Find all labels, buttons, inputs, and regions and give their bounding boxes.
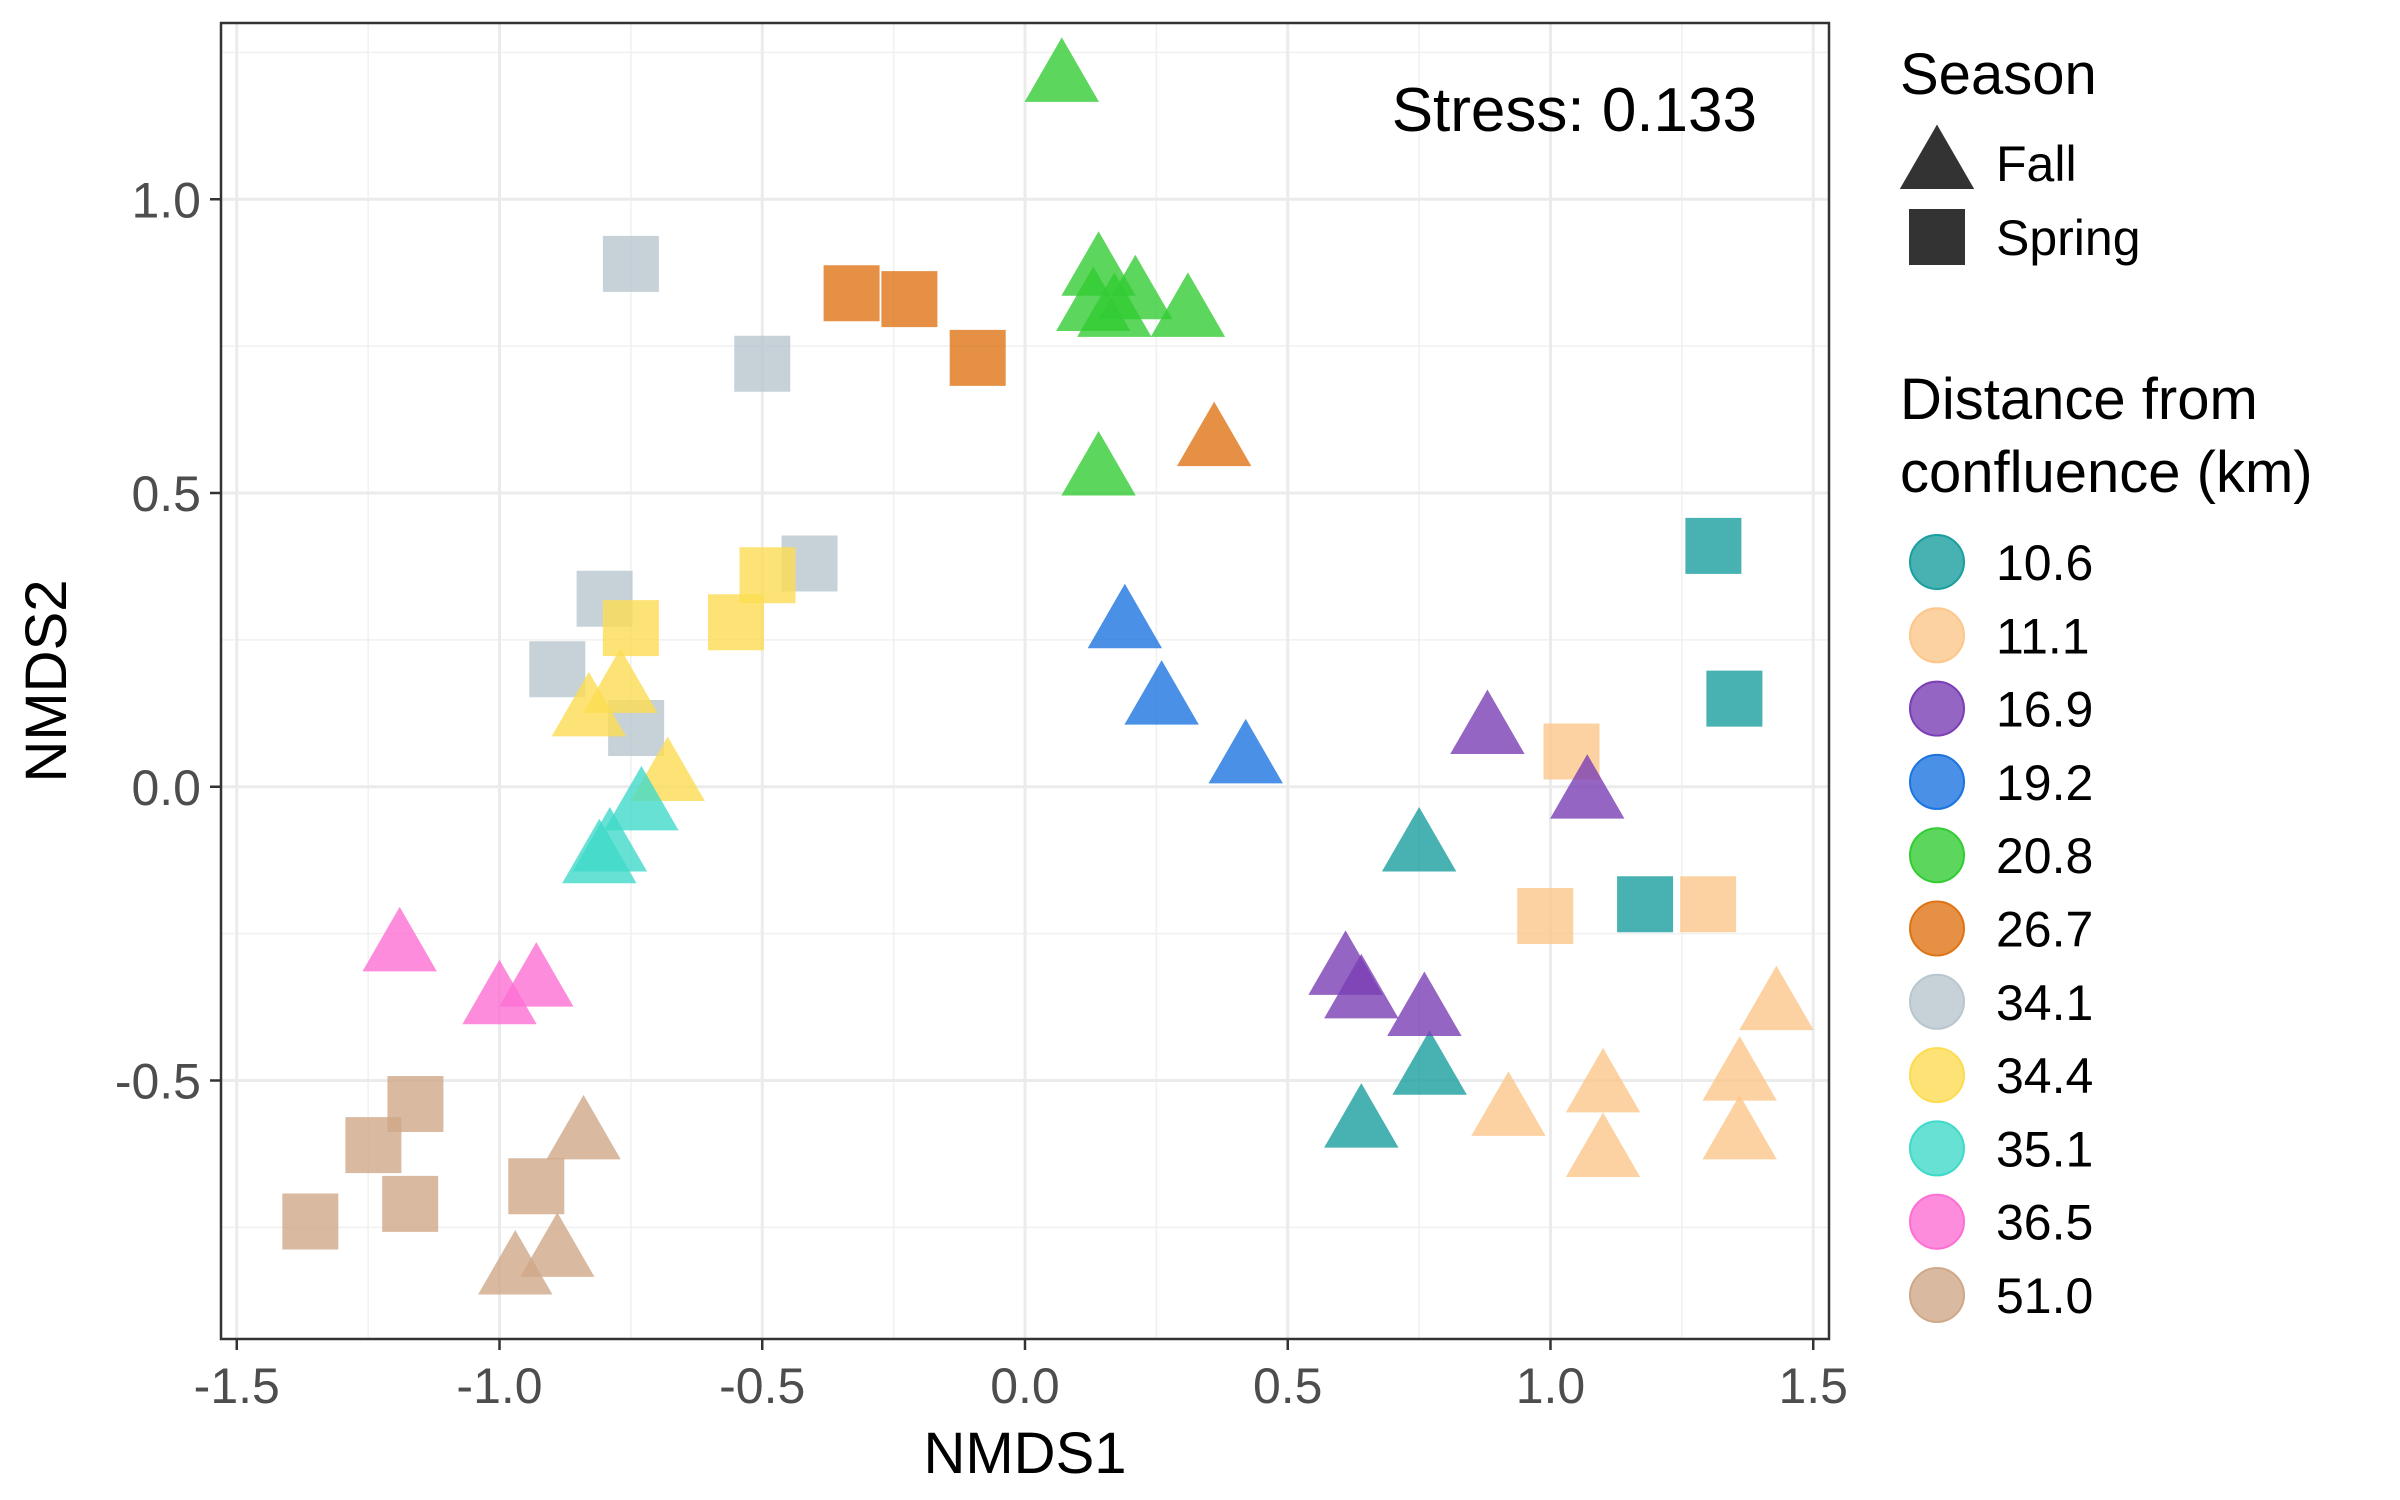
x-tick-label: 0.0 [990, 1358, 1060, 1414]
point-fall-10.6 [1381, 807, 1457, 872]
point-spring-26.7 [823, 265, 880, 322]
x-tick-label: 1.5 [1778, 1358, 1848, 1414]
point-spring-26.7 [881, 271, 938, 328]
point-spring-34.4 [707, 594, 764, 651]
point-fall-36.5 [462, 959, 537, 1025]
distance-legend-label: 10.6 [1996, 535, 2093, 591]
legend-color-key [1909, 534, 1965, 590]
season-legend: Season Fall Spring [1899, 42, 2141, 266]
point-fall-16.9 [1324, 953, 1399, 1019]
point-fall-51.0 [520, 1212, 595, 1277]
distance-legend-label: 34.1 [1996, 975, 2093, 1031]
y-tick-label: 0.5 [131, 466, 201, 522]
x-tick-label: -0.5 [719, 1358, 805, 1414]
point-spring-11.1 [1680, 876, 1737, 933]
legend-color-key [1909, 1120, 1965, 1177]
point-spring-34.4 [739, 547, 796, 604]
point-fall-20.8 [1024, 37, 1099, 102]
point-fall-20.8 [1150, 272, 1226, 337]
point-fall-11.1 [1702, 1094, 1777, 1160]
distance-legend-title: confluence (km) [1900, 440, 2313, 505]
point-fall-51.0 [546, 1094, 621, 1160]
x-axis-ticks: -1.5 -1.0 -0.5 0.0 0.5 1.0 1.5 [194, 1339, 1848, 1414]
distance-legend-title: Distance from [1900, 367, 2258, 432]
point-fall-16.9 [1387, 971, 1462, 1037]
point-fall-10.6 [1324, 1083, 1399, 1148]
point-spring-34.1 [529, 641, 586, 698]
legend-color-key [1909, 680, 1965, 737]
point-fall-16.9 [1550, 754, 1625, 819]
distance-legend-label: 26.7 [1996, 902, 2093, 958]
y-tick-label: 1.0 [131, 172, 201, 228]
point-spring-51.0 [508, 1158, 565, 1215]
point-spring-51.0 [345, 1117, 402, 1174]
point-fall-34.4 [551, 671, 627, 737]
point-fall-11.1 [1565, 1047, 1641, 1113]
distance-legend-label: 36.5 [1996, 1195, 2093, 1251]
data-points [282, 37, 1814, 1295]
y-axis-ticks: -0.5 0.0 0.5 1.0 [115, 172, 221, 1110]
x-tick-label: -1.0 [456, 1358, 542, 1414]
x-tick-label: -1.5 [194, 1358, 280, 1414]
point-spring-34.1 [734, 335, 791, 392]
legend-color-key [1909, 1047, 1965, 1104]
point-fall-35.1 [604, 765, 679, 831]
point-fall-36.5 [362, 906, 437, 972]
distance-legend: Distance from confluence (km) 10.6 11.1 16.9… [1900, 367, 2313, 1324]
stress-annotation: Stress: 0.133 [1392, 76, 1757, 145]
legend-color-key [1909, 1267, 1965, 1323]
point-spring-51.0 [282, 1193, 339, 1250]
point-spring-10.6 [1685, 517, 1742, 574]
distance-legend-label: 51.0 [1996, 1268, 2093, 1324]
y-tick-label: 0.0 [131, 760, 201, 816]
point-fall-11.1 [1471, 1071, 1546, 1136]
x-tick-label: 0.5 [1253, 1358, 1323, 1414]
point-fall-20.8 [1077, 272, 1152, 337]
legend-triangle-key [1899, 124, 1975, 190]
grid-major [221, 23, 1829, 1339]
point-fall-11.1 [1565, 1112, 1641, 1178]
point-fall-35.1 [562, 818, 637, 884]
point-fall-16.9 [1450, 689, 1525, 755]
point-fall-10.6 [1392, 1030, 1467, 1095]
point-spring-10.6 [1617, 876, 1674, 933]
point-fall-26.7 [1176, 401, 1252, 467]
y-tick-label: -0.5 [115, 1054, 201, 1110]
x-axis-title: NMDS1 [923, 1421, 1126, 1486]
point-fall-20.8 [1061, 431, 1136, 496]
legend-color-key [1909, 900, 1965, 957]
legend-square-key [1909, 209, 1965, 265]
point-fall-19.2 [1208, 718, 1283, 784]
legend-color-key [1909, 753, 1965, 810]
distance-legend-label: 11.1 [1996, 608, 2090, 664]
distance-legend-label: 19.2 [1996, 755, 2093, 811]
point-spring-34.1 [602, 235, 659, 292]
season-legend-label: Fall [1996, 136, 2077, 192]
legend-color-key [1909, 973, 1965, 1030]
distance-legend-label: 34.4 [1996, 1048, 2093, 1104]
distance-legend-label: 35.1 [1996, 1121, 2093, 1177]
legend-color-key [1909, 827, 1965, 884]
season-legend-title: Season [1900, 42, 2097, 107]
point-spring-10.6 [1706, 670, 1763, 727]
distance-legend-label: 16.9 [1996, 682, 2093, 738]
distance-legend-label: 20.8 [1996, 828, 2093, 884]
point-fall-51.0 [478, 1230, 553, 1295]
legend-color-key [1909, 607, 1965, 664]
point-spring-11.1 [1517, 888, 1574, 944]
point-fall-19.2 [1087, 583, 1163, 649]
point-spring-26.7 [949, 329, 1006, 386]
season-legend-label: Spring [1996, 210, 2141, 266]
point-fall-19.2 [1124, 660, 1199, 725]
point-fall-11.1 [1702, 1036, 1777, 1101]
point-spring-51.0 [382, 1175, 439, 1232]
x-tick-label: 1.0 [1516, 1358, 1586, 1414]
point-fall-11.1 [1739, 965, 1814, 1031]
y-axis-title: NMDS2 [14, 579, 79, 782]
point-fall-36.5 [499, 942, 574, 1007]
point-spring-34.4 [602, 600, 659, 657]
legend-color-key [1909, 1193, 1965, 1250]
